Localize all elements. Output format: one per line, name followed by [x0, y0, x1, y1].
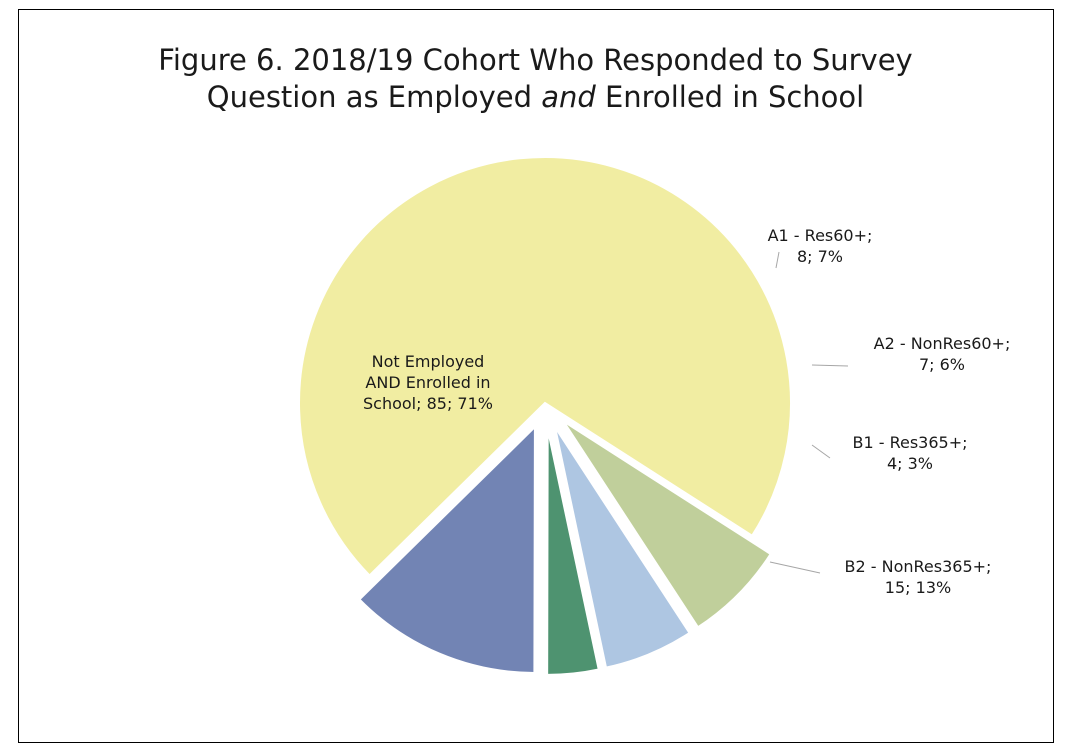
data-label-1-line-2: AND Enrolled in [365, 373, 490, 392]
data-label-3: A2 - NonRes60+; 7; 6% [874, 334, 1011, 374]
data-label-1: Not Employed AND Enrolled in School; 85; 7… [363, 352, 493, 413]
chart-title: Figure 6. 2018/19 Cohort Who Responded t… [0, 42, 1071, 116]
data-label-2-line-1: A1 - Res60+; [768, 226, 873, 245]
chart-title-line-1: Figure 6. 2018/19 Cohort Who Responded t… [158, 43, 913, 77]
data-label-1-line-3: School; 85; 71% [363, 394, 493, 413]
data-label-3-line-1: A2 - NonRes60+; [874, 334, 1011, 353]
data-label-4-line-2: 4; 3% [887, 454, 933, 473]
data-label-5-line-2: 15; 13% [885, 578, 951, 597]
data-label-2-line-2: 8; 7% [797, 247, 843, 266]
data-label-4-line-1: B1 - Res365+; [852, 433, 967, 452]
leader-line-5 [769, 561, 821, 574]
pie-slice-4 [546, 428, 600, 676]
data-label-4: B1 - Res365+; 4; 3% [852, 433, 967, 473]
data-label-5: B2 - NonRes365+; 15; 13% [845, 557, 992, 597]
data-label-3-line-2: 7; 6% [919, 355, 965, 374]
chart-title-line-2-emphasis: and [541, 80, 596, 114]
chart-title-line-2-end: Enrolled in School [595, 80, 865, 114]
pie-slice-3 [553, 426, 691, 669]
data-label-1-line-1: Not Employed [372, 352, 485, 371]
chart-title-line-2-start: Question as Employed [206, 80, 542, 114]
leader-line-2 [775, 251, 780, 269]
data-label-2: A1 - Res60+; 8; 7% [768, 226, 873, 266]
data-label-5-line-1: B2 - NonRes365+; [845, 557, 992, 576]
leader-line-4 [811, 444, 831, 459]
chart-title-line-2: Question as Employed and Enrolled in Sch… [0, 79, 1071, 116]
pie-slice-5 [358, 424, 536, 674]
pie-slice-2 [562, 420, 772, 629]
pie-slice-1 [298, 156, 792, 577]
leader-line-3 [811, 364, 849, 367]
